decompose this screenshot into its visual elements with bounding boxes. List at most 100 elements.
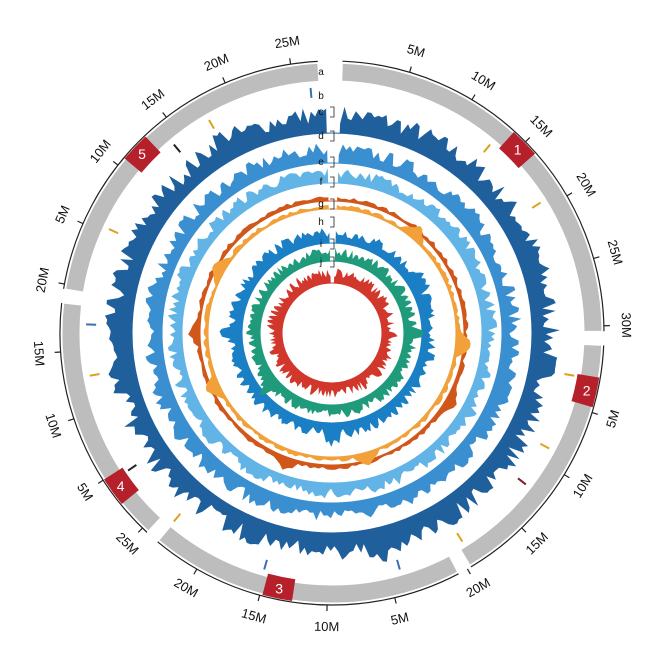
- track-d-histogram-baseline: [161, 162, 503, 504]
- tick-mark: [563, 474, 570, 479]
- tick-label: 5M: [74, 480, 96, 503]
- tick-label: 20M: [171, 575, 200, 601]
- variant-marker: [531, 201, 542, 209]
- tick-label: 5M: [603, 408, 623, 430]
- track-label-i: i: [320, 239, 322, 250]
- tick-mark: [257, 595, 261, 602]
- variant-marker: [539, 442, 550, 450]
- tick-label: 15M: [138, 86, 167, 113]
- chromosome-2-label: 2: [583, 382, 591, 398]
- tick-label: 10M: [570, 471, 596, 500]
- track-i-histogram-baseline: [259, 260, 405, 406]
- variant-marker: [517, 477, 527, 486]
- tick-mark: [222, 77, 226, 84]
- track-f-line-baseline: [199, 200, 465, 466]
- tick-label: 20M: [202, 50, 231, 74]
- tick-mark: [591, 411, 599, 415]
- tick-mark: [466, 568, 471, 575]
- track-label-b: b: [318, 91, 324, 102]
- tick-label: 25M: [113, 529, 142, 557]
- chromosome-3-block: [158, 525, 459, 604]
- chromosome-3-label: 3: [275, 581, 283, 597]
- track-label-d: d: [318, 131, 324, 142]
- variant-marker: [396, 559, 401, 570]
- chromosome-5-centromere: [124, 136, 161, 173]
- tick-mark: [193, 568, 198, 575]
- chromosome-1-block: [341, 62, 603, 332]
- tick-mark: [521, 527, 527, 533]
- tick-mark: [525, 137, 531, 143]
- tick-mark: [471, 94, 476, 101]
- track-bracket-c: [330, 106, 335, 118]
- chromosome-1-scale-line: [342, 60, 605, 332]
- chromosome-3-scale-line: [157, 541, 459, 606]
- chromosome-3-centromere: [262, 573, 296, 602]
- tick-label: 25M: [605, 238, 626, 266]
- tick-mark: [97, 479, 104, 484]
- tick-mark: [58, 282, 65, 285]
- tick-label: 15M: [527, 112, 555, 141]
- chromosome-5-block: [65, 62, 320, 293]
- tick-label: 15M: [31, 340, 48, 366]
- data-tracks: [86, 87, 575, 570]
- tick-label: 10M: [42, 411, 64, 440]
- tick-label: 5M: [52, 203, 73, 226]
- track-bracket-d: [330, 130, 335, 142]
- track-label-h: h: [318, 217, 324, 228]
- chromosome-4-centromere: [104, 467, 139, 504]
- track-bracket-i: [330, 238, 335, 250]
- track-label-a: a: [318, 67, 324, 78]
- variant-marker: [173, 143, 182, 153]
- chromosome-1-label: 1: [514, 142, 522, 158]
- tick-label: 15M: [240, 605, 268, 626]
- chromosome-4-label: 4: [117, 478, 125, 494]
- tick-mark: [67, 418, 75, 422]
- track-bracket-j: [330, 256, 335, 268]
- tick-label: 10M: [87, 137, 114, 166]
- track-bracket-h: [330, 216, 335, 228]
- track-e-histogram-baseline: [181, 182, 483, 484]
- tick-mark: [77, 220, 84, 225]
- track-bracket-e: [330, 156, 335, 168]
- track-c-histogram-baseline: [131, 132, 533, 534]
- tick-label: 10M: [469, 68, 498, 94]
- chromosome-2-scale-line: [470, 345, 605, 568]
- variant-marker: [263, 559, 268, 570]
- tick-mark: [409, 66, 412, 73]
- track-label-g: g: [318, 199, 324, 210]
- tick-label: 20M: [463, 575, 492, 601]
- tick-label: 30M: [619, 312, 635, 338]
- tick-label: 15M: [522, 529, 551, 557]
- track-bracket-g: [330, 198, 335, 210]
- tick-mark: [162, 112, 167, 118]
- variant-marker: [127, 464, 137, 472]
- variant-marker: [564, 372, 575, 377]
- tick-label: 20M: [573, 170, 599, 199]
- chromosome-4-scale-line: [59, 302, 148, 533]
- variant-marker: [108, 228, 119, 235]
- variant-marker: [173, 513, 182, 523]
- variant-marker: [89, 372, 100, 377]
- tick-label: 5M: [405, 41, 427, 61]
- center-disk: [284, 285, 380, 381]
- tick-mark: [137, 527, 143, 533]
- track-label-c: c: [319, 107, 324, 118]
- tick-label: 25M: [274, 33, 301, 52]
- track-label-j: j: [319, 257, 322, 268]
- track-bracket-f: [330, 176, 335, 188]
- chromosome-2-centromere: [571, 374, 600, 408]
- tick-label: 5M: [389, 609, 410, 628]
- variant-marker: [456, 532, 464, 543]
- tick-mark: [289, 58, 292, 65]
- chromosome-2-block: [460, 344, 603, 566]
- chromosome-5-scale-line: [63, 60, 318, 289]
- tick-mark: [566, 192, 573, 197]
- tick-mark: [593, 256, 600, 260]
- tick-mark: [394, 597, 397, 604]
- track-label-f: f: [320, 177, 323, 188]
- track-label-e: e: [318, 157, 324, 168]
- variant-marker: [309, 87, 313, 98]
- track-j-histogram-baseline: [281, 282, 383, 384]
